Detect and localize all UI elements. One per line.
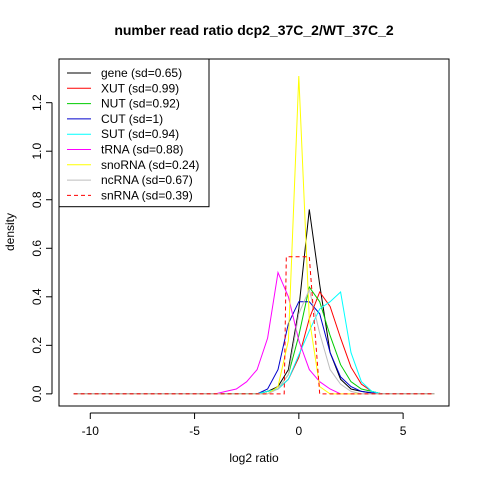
legend-label: snoRNA (sd=0.24) bbox=[101, 158, 199, 172]
y-tick-label: 0.4 bbox=[30, 288, 44, 305]
x-axis-label: log2 ratio bbox=[229, 451, 279, 465]
x-tick-label: -10 bbox=[82, 424, 100, 438]
series-line bbox=[73, 270, 435, 395]
plot-frame bbox=[58, 58, 450, 407]
legend: gene (sd=0.65)XUT (sd=0.99) NUT (sd=0.92)… bbox=[58, 58, 210, 208]
series-layer bbox=[73, 75, 435, 395]
legend-label: XUT (sd=0.99) bbox=[101, 81, 179, 95]
y-tick-label: 0.0 bbox=[30, 385, 44, 402]
legend-label: snRNA (sd=0.39) bbox=[101, 188, 193, 202]
legend-label: ncRNA (sd=0.67) bbox=[101, 173, 193, 187]
series-line bbox=[73, 256, 435, 395]
y-axis-label: density bbox=[3, 213, 17, 251]
legend-label: CUT (sd=1) bbox=[101, 112, 163, 126]
series-line bbox=[73, 291, 435, 395]
legend-label: tRNA (sd=0.88) bbox=[101, 143, 183, 157]
y-tick-label: 0.2 bbox=[30, 337, 44, 354]
y-tick-label: 0.6 bbox=[30, 240, 44, 257]
legend-label: gene (sd=0.65) bbox=[101, 66, 182, 80]
series-line bbox=[73, 75, 435, 395]
y-tick-label: 1.0 bbox=[30, 143, 44, 160]
y-axis: 0.0 0.2 0.4 0.6 0.8 1.0 1.2 bbox=[30, 94, 53, 402]
x-tick-label: 0 bbox=[295, 424, 302, 438]
x-tick-label: -5 bbox=[189, 424, 200, 438]
legend-box bbox=[58, 58, 210, 208]
x-axis: -10 -5 0 5 bbox=[82, 412, 407, 438]
y-tick-label: 1.2 bbox=[30, 94, 44, 111]
chart-title: number read ratio dcp2_37C_2/WT_37C_2 bbox=[114, 22, 394, 38]
y-tick-label: 0.8 bbox=[30, 191, 44, 208]
legend-label: SUT (sd=0.94) bbox=[101, 127, 179, 141]
x-tick-label: 5 bbox=[400, 424, 407, 438]
series-line bbox=[73, 301, 435, 395]
legend-label: NUT (sd=0.92) bbox=[101, 97, 180, 111]
